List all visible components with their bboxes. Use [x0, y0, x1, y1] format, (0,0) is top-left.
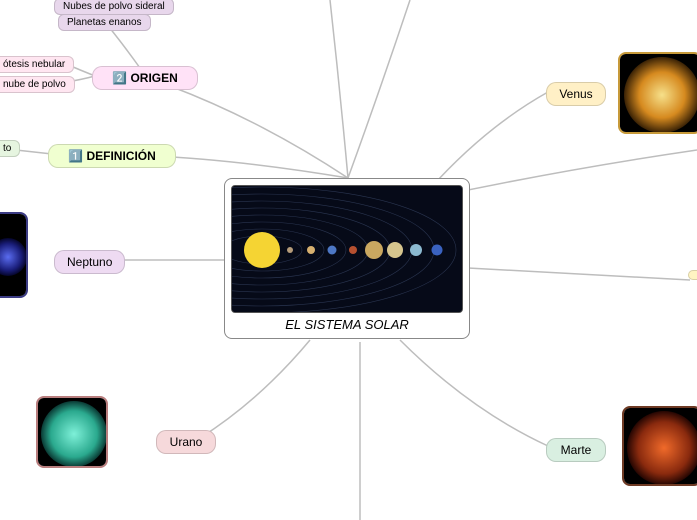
node-label: Venus [559, 87, 592, 101]
connector [200, 340, 310, 438]
node-label: Nubes de polvo sideral [63, 1, 165, 12]
node-label: Urano [170, 435, 203, 449]
central-node[interactable]: EL SISTEMA SOLAR [224, 178, 470, 339]
node-to[interactable]: to [0, 140, 20, 157]
connector [348, 0, 410, 178]
node-venus[interactable]: Venus [546, 82, 606, 106]
node-rightcut[interactable] [688, 270, 697, 280]
connector [468, 268, 690, 280]
uranus-img[interactable] [36, 396, 108, 468]
node-definicion[interactable]: 1️⃣ DEFINICIÓN [48, 144, 176, 168]
connector [400, 340, 548, 446]
connector [330, 0, 348, 178]
node-label: Marte [561, 443, 592, 457]
node-nubes[interactable]: Nubes de polvo sideral [54, 0, 174, 15]
node-origen[interactable]: 2️⃣ ORIGEN [92, 66, 198, 90]
connector [154, 156, 348, 178]
node-neptuno[interactable]: Neptuno [54, 250, 125, 274]
node-marte[interactable]: Marte [546, 438, 606, 462]
node-label: Neptuno [67, 255, 112, 269]
venus-img[interactable] [618, 52, 697, 134]
node-label: ótesis nebular [3, 59, 65, 70]
node-label: 1️⃣ DEFINICIÓN [68, 149, 156, 163]
central-title: EL SISTEMA SOLAR [231, 313, 463, 332]
node-enanos[interactable]: Planetas enanos [58, 14, 151, 31]
node-hipotesis[interactable]: ótesis nebular [0, 56, 74, 73]
mars-img[interactable] [622, 406, 697, 486]
node-label: Planetas enanos [67, 17, 142, 28]
node-urano[interactable]: Urano [156, 430, 216, 454]
node-label: to [3, 143, 11, 154]
neptune-img[interactable] [0, 212, 28, 298]
node-label: 2️⃣ ORIGEN [112, 71, 178, 85]
node-label: nube de polvo [3, 79, 66, 90]
connector [16, 150, 52, 154]
connector [170, 86, 348, 178]
central-image [231, 185, 463, 313]
node-nube[interactable]: nube de polvo [0, 76, 75, 93]
